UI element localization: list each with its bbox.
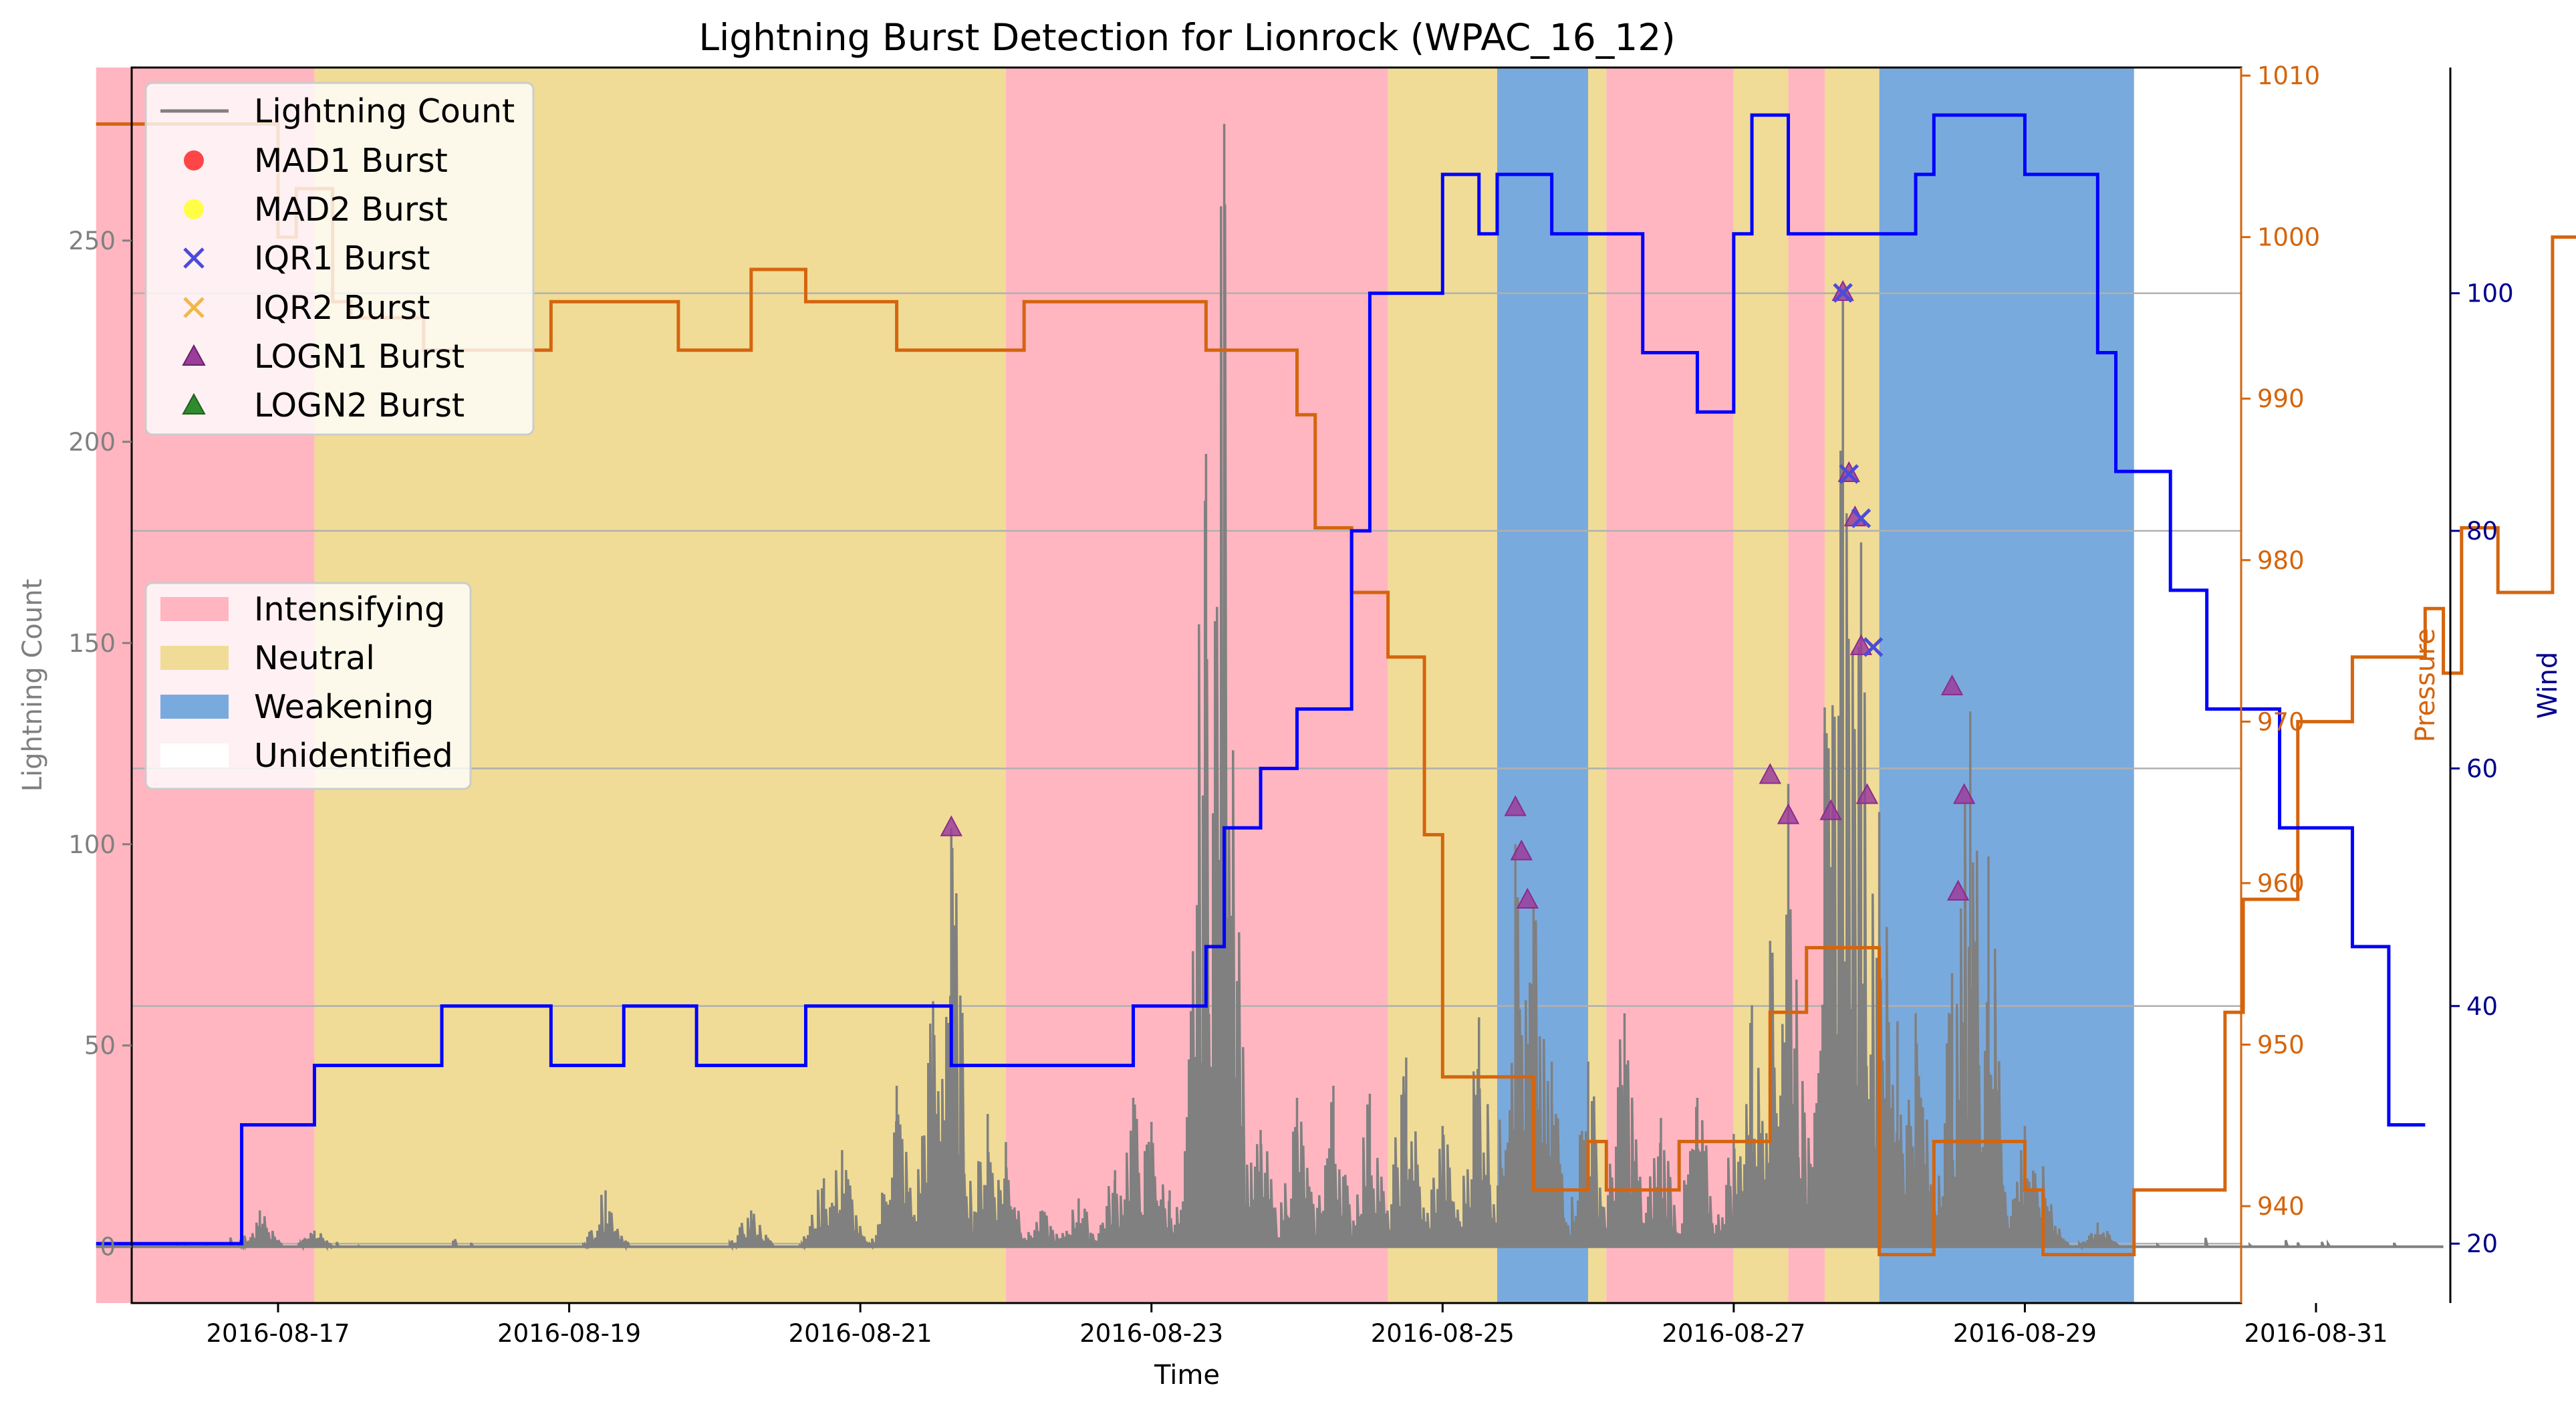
iqr1-burst-marker (1863, 637, 1884, 657)
legend-swatch (160, 743, 229, 768)
logn1-burst-marker (1940, 674, 1964, 696)
wind-tick-label: 20 (2466, 1229, 2498, 1258)
lightning-count-line (96, 124, 2442, 1252)
left-tick-label: 0 (100, 1233, 116, 1262)
x-tick-label: 2016-08-19 (497, 1319, 641, 1348)
logn1-burst-marker (1759, 763, 1781, 784)
logn1-burst-marker (1855, 783, 1879, 804)
phase-band-weakening (1879, 68, 2134, 1303)
logn1-burst-marker (1516, 887, 1539, 909)
legend-label: Neutral (254, 639, 375, 677)
legend-label: MAD1 Burst (254, 142, 448, 180)
legend-circle-icon (184, 199, 204, 219)
burst-markers (940, 279, 1976, 909)
logn1-burst-marker (1946, 879, 1970, 901)
x-tick-label: 2016-08-31 (2244, 1319, 2388, 1348)
pressure-tick-label: 990 (2257, 384, 2305, 413)
legend-swatch (160, 646, 229, 670)
pressure-tick-label: 1000 (2257, 223, 2320, 252)
iqr1-burst-marker (1851, 508, 1872, 528)
iqr1-burst-marker (1833, 283, 1853, 303)
legend-label: Intensifying (254, 590, 445, 628)
left-tick-label: 150 (68, 629, 116, 658)
pressure-tick-label: 960 (2257, 869, 2305, 898)
legend-phases: Intensifying Neutral Weakening Unidentif… (144, 582, 472, 790)
legend-label: LOGN2 Burst (254, 386, 465, 425)
pressure-tick-label: 1010 (2257, 62, 2320, 90)
legend-label: Weakening (254, 688, 434, 726)
logn1-burst-marker (1504, 795, 1527, 816)
legend-swatch (160, 597, 229, 621)
wind-series (96, 113, 2426, 1246)
pressure-line (96, 122, 2576, 1257)
phase-band-neutral (1588, 68, 1607, 1303)
wind-tick-label: 40 (2466, 992, 2498, 1021)
left-tick-label: 250 (68, 227, 116, 255)
legend-phases-box (144, 582, 472, 790)
left-tick-label: 200 (68, 428, 116, 457)
legend-label: IQR1 Burst (254, 239, 430, 277)
x-tick-label: 2016-08-27 (1662, 1319, 1805, 1348)
left-axis-title: Lightning Count (17, 579, 48, 792)
logn1-burst-marker (1777, 803, 1800, 824)
x-tick-label: 2016-08-21 (789, 1319, 932, 1348)
logn1-burst-marker (1510, 839, 1533, 860)
phase-band-neutral (1733, 68, 1789, 1303)
logn1-burst-marker (1953, 783, 1976, 804)
wind-line (96, 113, 2426, 1246)
x-tick-label: 2016-08-23 (1079, 1319, 1223, 1348)
lightning-count-series (96, 124, 2444, 1252)
wind-tick-label: 100 (2466, 279, 2514, 308)
pressure-tick-label: 980 (2257, 546, 2305, 575)
left-tick-label: 50 (84, 1032, 116, 1060)
legend-label: LOGN1 Burst (254, 338, 465, 376)
axes-layer: 2016-08-17 2016-08-19 2016-08-21 2016-08-23… (68, 62, 2513, 1348)
legend-label: Unidentified (254, 737, 453, 775)
x-tick-label: 2016-08-17 (206, 1319, 350, 1348)
legend-triangle-icon (182, 344, 206, 366)
legend-markers-box (144, 82, 535, 436)
logn1-burst-marker (940, 815, 962, 836)
x-tick-label: 2016-08-25 (1371, 1319, 1515, 1348)
legend-triangle-icon (182, 392, 206, 415)
wind-tick-label: 60 (2466, 754, 2498, 783)
legend-x-icon (183, 297, 205, 318)
pressure-tick-label: 940 (2257, 1192, 2305, 1221)
x-axis-title: Time (1154, 1360, 1220, 1391)
iqr1-burst-marker (1839, 464, 1859, 484)
legend-swatch (160, 695, 229, 719)
legend-circle-icon (184, 150, 204, 170)
x-tick-label: 2016-08-29 (1953, 1319, 2097, 1348)
legend-markers: Lightning Count MAD1 Burst MAD2 Burst IQ… (144, 82, 535, 436)
left-tick-label: 100 (68, 830, 116, 859)
chart-title: Lightning Burst Detection for Lionrock (… (698, 16, 1675, 59)
pressure-series (96, 122, 2576, 1257)
pressure-tick-label: 950 (2257, 1030, 2305, 1059)
logn1-burst-marker (1849, 634, 1873, 655)
pressure-axis-title: Pressure (2410, 628, 2441, 743)
wind-tick-label: 80 (2466, 517, 2498, 546)
legend-label: MAD2 Burst (254, 191, 448, 229)
wind-axis-title: Wind (2533, 652, 2563, 719)
logn1-burst-marker (1819, 799, 1842, 820)
legend-label: IQR2 Burst (254, 289, 430, 327)
legend-label: Lightning Count (254, 92, 515, 130)
pressure-tick-label: 970 (2257, 707, 2305, 736)
legend-x-icon (183, 247, 205, 269)
